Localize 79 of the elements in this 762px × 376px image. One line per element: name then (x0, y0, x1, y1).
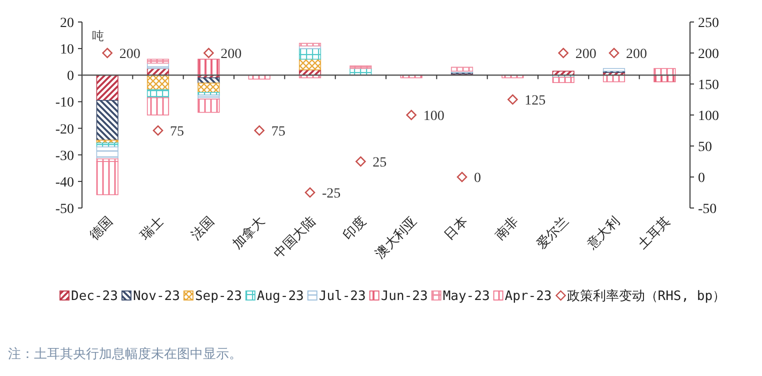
y-axis-title: 吨 (92, 29, 104, 43)
point (356, 156, 366, 167)
data-label: 75 (271, 124, 286, 140)
y2-tick-label: 50 (698, 140, 712, 155)
x-tick-label: 日本 (441, 214, 470, 243)
x-tick-label: 南非 (492, 214, 521, 243)
point (508, 94, 518, 105)
x-tick-label: 瑞士 (137, 214, 166, 243)
legend-label: Nov-23 (132, 289, 180, 304)
bar (146, 62, 170, 69)
legend-label: Apr-23 (504, 289, 552, 304)
y2-tick-label: 100 (698, 109, 719, 124)
y2-tick-label: 200 (698, 47, 719, 62)
point (152, 125, 164, 136)
y2-tick-label: 0 (698, 171, 705, 186)
x-tick-label: 意大利 (583, 214, 622, 252)
point (456, 172, 468, 182)
text: 注：土耳其央行加息幅度未在图中显示。 (8, 346, 242, 361)
bar (96, 161, 118, 196)
data-label: 0 (474, 171, 481, 186)
data-label: -25 (322, 186, 341, 202)
x-tick-label: 中国大陆 (270, 214, 318, 261)
point (254, 125, 264, 136)
legend-label: Jul-23 (318, 289, 366, 304)
legend-label: 政策利率变动（RHS, bp） (566, 288, 726, 304)
bar (146, 97, 170, 116)
y-tick-label: 20 (60, 16, 74, 31)
legend-label: Aug-23 (256, 289, 304, 304)
bar (350, 65, 372, 69)
y2-tick-label: 250 (698, 16, 719, 31)
data-label: 200 (220, 47, 242, 62)
legend-label: May-23 (442, 289, 490, 304)
y-tick-label: -20 (55, 122, 74, 138)
bar (198, 58, 220, 76)
y-tick-label: -50 (55, 202, 74, 217)
data-label: 100 (423, 109, 444, 124)
bar (96, 100, 118, 141)
bar (450, 66, 474, 72)
data-label: 200 (575, 47, 596, 62)
y-tick-label: -30 (55, 148, 74, 164)
bar (198, 98, 220, 113)
legend-label: Sep-23 (194, 289, 242, 304)
data-label: 125 (524, 94, 546, 108)
x-tick-label: 印度 (340, 214, 369, 243)
legend-label: Jun-23 (380, 289, 428, 304)
bar (146, 89, 170, 98)
point (102, 48, 112, 58)
bar (96, 146, 118, 160)
bar (146, 74, 170, 90)
x-tick-label: 法国 (188, 214, 217, 243)
data-label: 200 (119, 47, 140, 62)
x-tick-label: 爱尔兰 (533, 214, 572, 252)
bar (198, 82, 220, 93)
point (558, 48, 568, 58)
x-tick-label: 德国 (86, 214, 116, 243)
bar (602, 68, 626, 72)
bar (298, 58, 322, 70)
point (304, 187, 316, 198)
bar (96, 74, 118, 101)
y2-tick-label: 150 (698, 78, 719, 93)
y-tick-label: -40 (55, 175, 74, 190)
data-label: 75 (170, 124, 184, 140)
point (204, 48, 214, 58)
point (608, 48, 620, 58)
x-tick-label: 加拿大 (229, 214, 268, 252)
x-tick-label: 土耳其 (634, 214, 673, 252)
bar (298, 48, 322, 60)
legend-label: Dec-23 (71, 289, 118, 304)
bar (552, 76, 574, 83)
data-label: 200 (626, 47, 647, 62)
y-tick-label: 0 (67, 69, 74, 84)
y2-tick-label: -50 (698, 202, 717, 217)
y-tick-label: 10 (60, 42, 74, 58)
bar (146, 58, 170, 64)
y-tick-label: -10 (55, 96, 74, 111)
point (406, 110, 416, 120)
data-label: 25 (372, 156, 387, 170)
x-tick-label: 澳大利亚 (372, 214, 420, 261)
bar (298, 42, 322, 46)
